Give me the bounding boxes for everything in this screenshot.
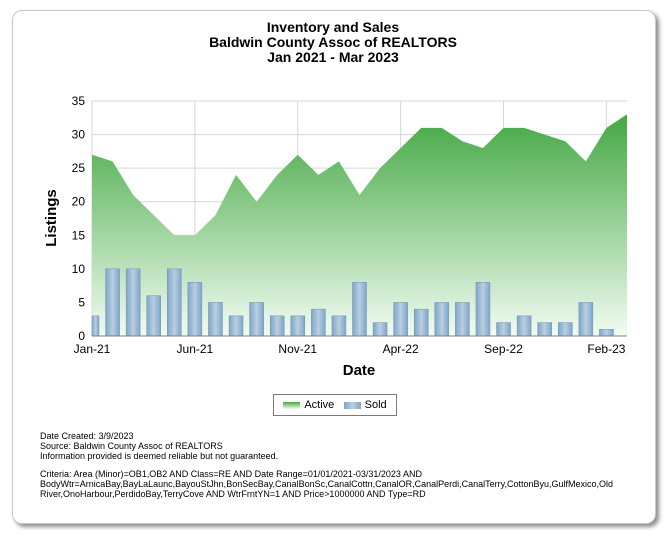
active-area-layer — [92, 114, 627, 337]
sold-bar — [187, 282, 203, 337]
x-tick-label: Feb-23 — [587, 342, 625, 356]
sold-bar — [311, 308, 326, 337]
sold-bar — [434, 302, 450, 337]
sold-bar — [455, 302, 470, 337]
sold-bar — [352, 282, 367, 337]
sold-bar — [269, 315, 285, 337]
sold-bar-layer — [91, 268, 614, 337]
sold-bar — [290, 315, 306, 337]
legend-item-active: Active — [283, 399, 334, 411]
sold-bar — [146, 295, 161, 337]
sold-bar — [516, 315, 532, 337]
sold-bar — [249, 302, 264, 337]
sold-bar — [537, 322, 552, 337]
chart-subtitle-org: Baldwin County Assoc of REALTORS — [209, 34, 457, 50]
y-tick-label: 15 — [72, 228, 86, 242]
y-tick-label: 10 — [72, 262, 86, 276]
sold-bar — [599, 329, 614, 337]
chart-notes: Date Created: 3/9/2023 Source: Baldwin C… — [40, 431, 640, 499]
y-tick-label: 0 — [78, 329, 85, 343]
chart-title: Inventory and Sales — [266, 19, 400, 35]
chart-title-block: Inventory and Sales Baldwin County Assoc… — [12, 20, 654, 65]
chart-subtitle-range: Jan 2021 - Mar 2023 — [267, 49, 399, 65]
sold-bar — [331, 315, 347, 337]
x-tick-label: Jun-21 — [177, 342, 214, 356]
sold-bar — [393, 302, 408, 337]
criteria-text: Criteria: Area (Minor)=OB1,OB2 AND Class… — [40, 469, 614, 499]
legend-swatch-sold — [343, 401, 361, 409]
sold-bar — [208, 302, 223, 337]
y-tick-label: 30 — [72, 128, 86, 142]
active-area — [92, 114, 627, 337]
x-tick-label: Apr-22 — [383, 342, 419, 356]
legend-label-sold: Sold — [364, 399, 387, 411]
sold-bar — [125, 268, 141, 337]
sold-bar — [496, 322, 511, 337]
legend-label-active: Active — [304, 399, 335, 411]
x-tick-label: Sep-22 — [484, 342, 523, 356]
sold-bar — [578, 302, 594, 337]
x-axis-title: Date — [343, 362, 376, 379]
y-axis-title: Listings — [43, 189, 60, 247]
sold-bar — [105, 268, 120, 337]
x-tick-label: Nov-21 — [278, 342, 317, 356]
sold-bar — [167, 268, 182, 337]
sold-bar — [475, 282, 491, 337]
sold-bar — [413, 308, 429, 337]
axes: 0 5 10 15 20 25 30 35 Jan-21 Jun-21 Nov-21 Apr-22 Se… — [72, 94, 627, 356]
date-created: Date Created: 3/9/2023 — [40, 431, 134, 441]
disclaimer-text: Information provided is deemed reliable … — [40, 451, 279, 461]
sold-bar — [91, 315, 100, 337]
sold-bar — [228, 315, 244, 337]
chart-legend: Active Sold — [273, 394, 397, 416]
y-tick-label: 20 — [72, 195, 86, 209]
y-tick-label: 25 — [72, 161, 86, 175]
sold-bar — [372, 322, 388, 337]
y-tick-label: 5 — [78, 295, 85, 309]
legend-swatch-active — [283, 401, 301, 409]
legend-item-sold: Sold — [343, 399, 387, 411]
sold-bar — [558, 322, 573, 337]
y-tick-label: 35 — [72, 94, 86, 108]
source-text: Source: Baldwin County Assoc of REALTORS — [40, 441, 223, 451]
x-tick-label: Jan-21 — [74, 342, 111, 356]
